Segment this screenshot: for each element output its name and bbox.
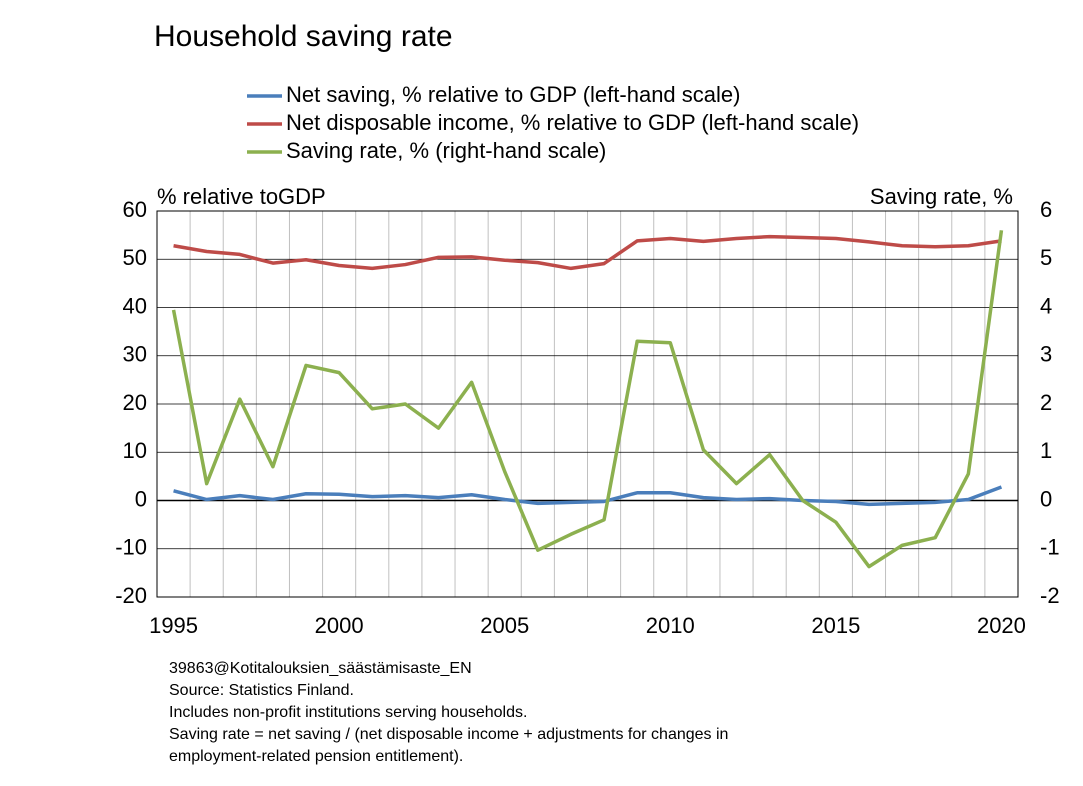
footnote: employment-related pension entitlement). xyxy=(169,748,463,765)
y-tick-label: 0 xyxy=(135,486,147,511)
y2-tick-label: 3 xyxy=(1040,342,1052,367)
y2-axis-title: Saving rate, % xyxy=(870,184,1013,209)
x-tick-label: 2010 xyxy=(646,613,695,638)
x-tick-label: 1995 xyxy=(149,613,198,638)
y-tick-label: 50 xyxy=(123,245,147,270)
x-tick-label: 2000 xyxy=(315,613,364,638)
y2-tick-label: -1 xyxy=(1040,535,1060,560)
legend-label: Net saving, % relative to GDP (left-hand… xyxy=(286,82,740,107)
y2-tick-label: 6 xyxy=(1040,197,1052,222)
x-tick-label: 2020 xyxy=(977,613,1026,638)
y-tick-label: 40 xyxy=(123,293,147,318)
y2-tick-label: 2 xyxy=(1040,390,1052,415)
footnote: Includes non-profit institutions serving… xyxy=(169,704,527,721)
y-tick-label: 30 xyxy=(123,342,147,367)
y-tick-label: 10 xyxy=(123,438,147,463)
y-axis-title: % relative toGDP xyxy=(157,184,326,209)
y2-tick-label: 0 xyxy=(1040,486,1052,511)
series-line xyxy=(173,234,1002,271)
y2-tick-label: 5 xyxy=(1040,245,1052,270)
legend-label: Saving rate, % (right-hand scale) xyxy=(286,138,606,163)
y-tick-label: -10 xyxy=(115,535,147,560)
y-tick-label: 20 xyxy=(123,390,147,415)
y2-tick-label: 4 xyxy=(1040,293,1052,318)
y-tick-label: -20 xyxy=(115,583,147,608)
x-tick-label: 2015 xyxy=(811,613,860,638)
series-line xyxy=(173,485,1003,507)
footnote: 39863@Kotitalouksien_säästämisaste_EN xyxy=(169,660,472,677)
plot-frame xyxy=(156,210,1019,598)
footnote: Saving rate = net saving / (net disposab… xyxy=(169,726,728,743)
x-tick-label: 2005 xyxy=(480,613,529,638)
y2-tick-label: 1 xyxy=(1040,438,1052,463)
footnote: Source: Statistics Finland. xyxy=(169,682,354,699)
chart-title: Household saving rate xyxy=(154,20,453,53)
legend-label: Net disposable income, % relative to GDP… xyxy=(286,110,859,135)
series-line xyxy=(171,230,1004,569)
y2-tick-label: -2 xyxy=(1040,583,1060,608)
y-tick-label: 60 xyxy=(123,197,147,222)
